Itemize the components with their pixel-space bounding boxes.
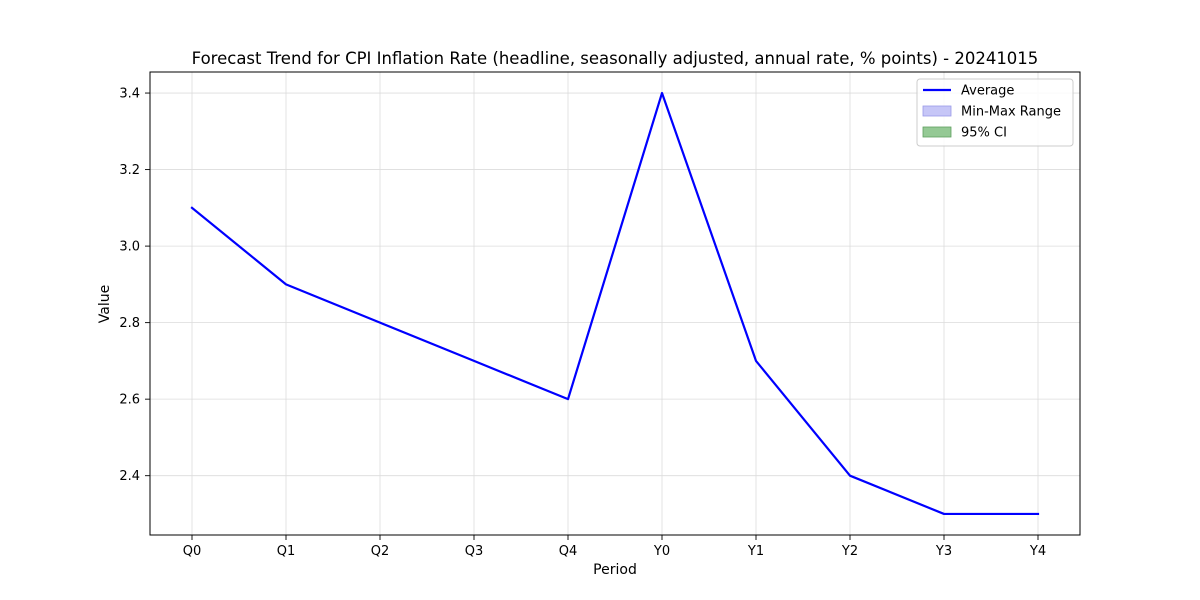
legend-label-min-max-range: Min-Max Range — [961, 105, 1061, 120]
x-tick-label: Y0 — [653, 544, 670, 559]
y-axis-label: Value — [97, 285, 113, 323]
x-tick-label: Y4 — [1029, 544, 1046, 559]
x-tick-label: Y3 — [935, 544, 952, 559]
y-tick-label: 2.8 — [119, 316, 140, 331]
y-tick-label: 2.6 — [119, 393, 140, 408]
x-tick-label: Y2 — [841, 544, 858, 559]
legend-swatch-min-max-range — [922, 105, 952, 117]
series-layer — [190, 91, 1040, 516]
series-line-average — [190, 91, 1040, 516]
y-tick-label: 2.4 — [119, 469, 140, 484]
x-tick-label: Q2 — [371, 544, 390, 559]
legend: Average Min-Max Range 95% CI — [916, 78, 1074, 147]
x-tick-label: Q4 — [559, 544, 578, 559]
y-tick-label: 3.0 — [119, 240, 140, 255]
y-tick-label: 3.4 — [119, 87, 140, 102]
x-axis-label: Period — [593, 562, 637, 578]
x-axis: Q0 Q1 Q2 Q3 Q4 Y0 Y1 Y2 Y3 Y4 — [183, 535, 1046, 559]
legend-label-average: Average — [961, 84, 1014, 99]
x-tick-label: Q1 — [277, 544, 296, 559]
y-axis: 2.4 2.6 2.8 3.0 3.2 3.4 — [119, 87, 150, 484]
legend-label-95-ci: 95% CI — [961, 126, 1007, 141]
legend-box — [916, 78, 1074, 147]
x-tick-label: Q0 — [183, 544, 202, 559]
chart-title: Forecast Trend for CPI Inflation Rate (h… — [192, 49, 1039, 68]
y-tick-label: 3.2 — [119, 163, 140, 178]
legend-swatch-95-ci — [922, 126, 952, 138]
plot-area-frame — [149, 71, 1081, 536]
x-tick-label: Y1 — [747, 544, 764, 559]
x-tick-label: Q3 — [465, 544, 484, 559]
